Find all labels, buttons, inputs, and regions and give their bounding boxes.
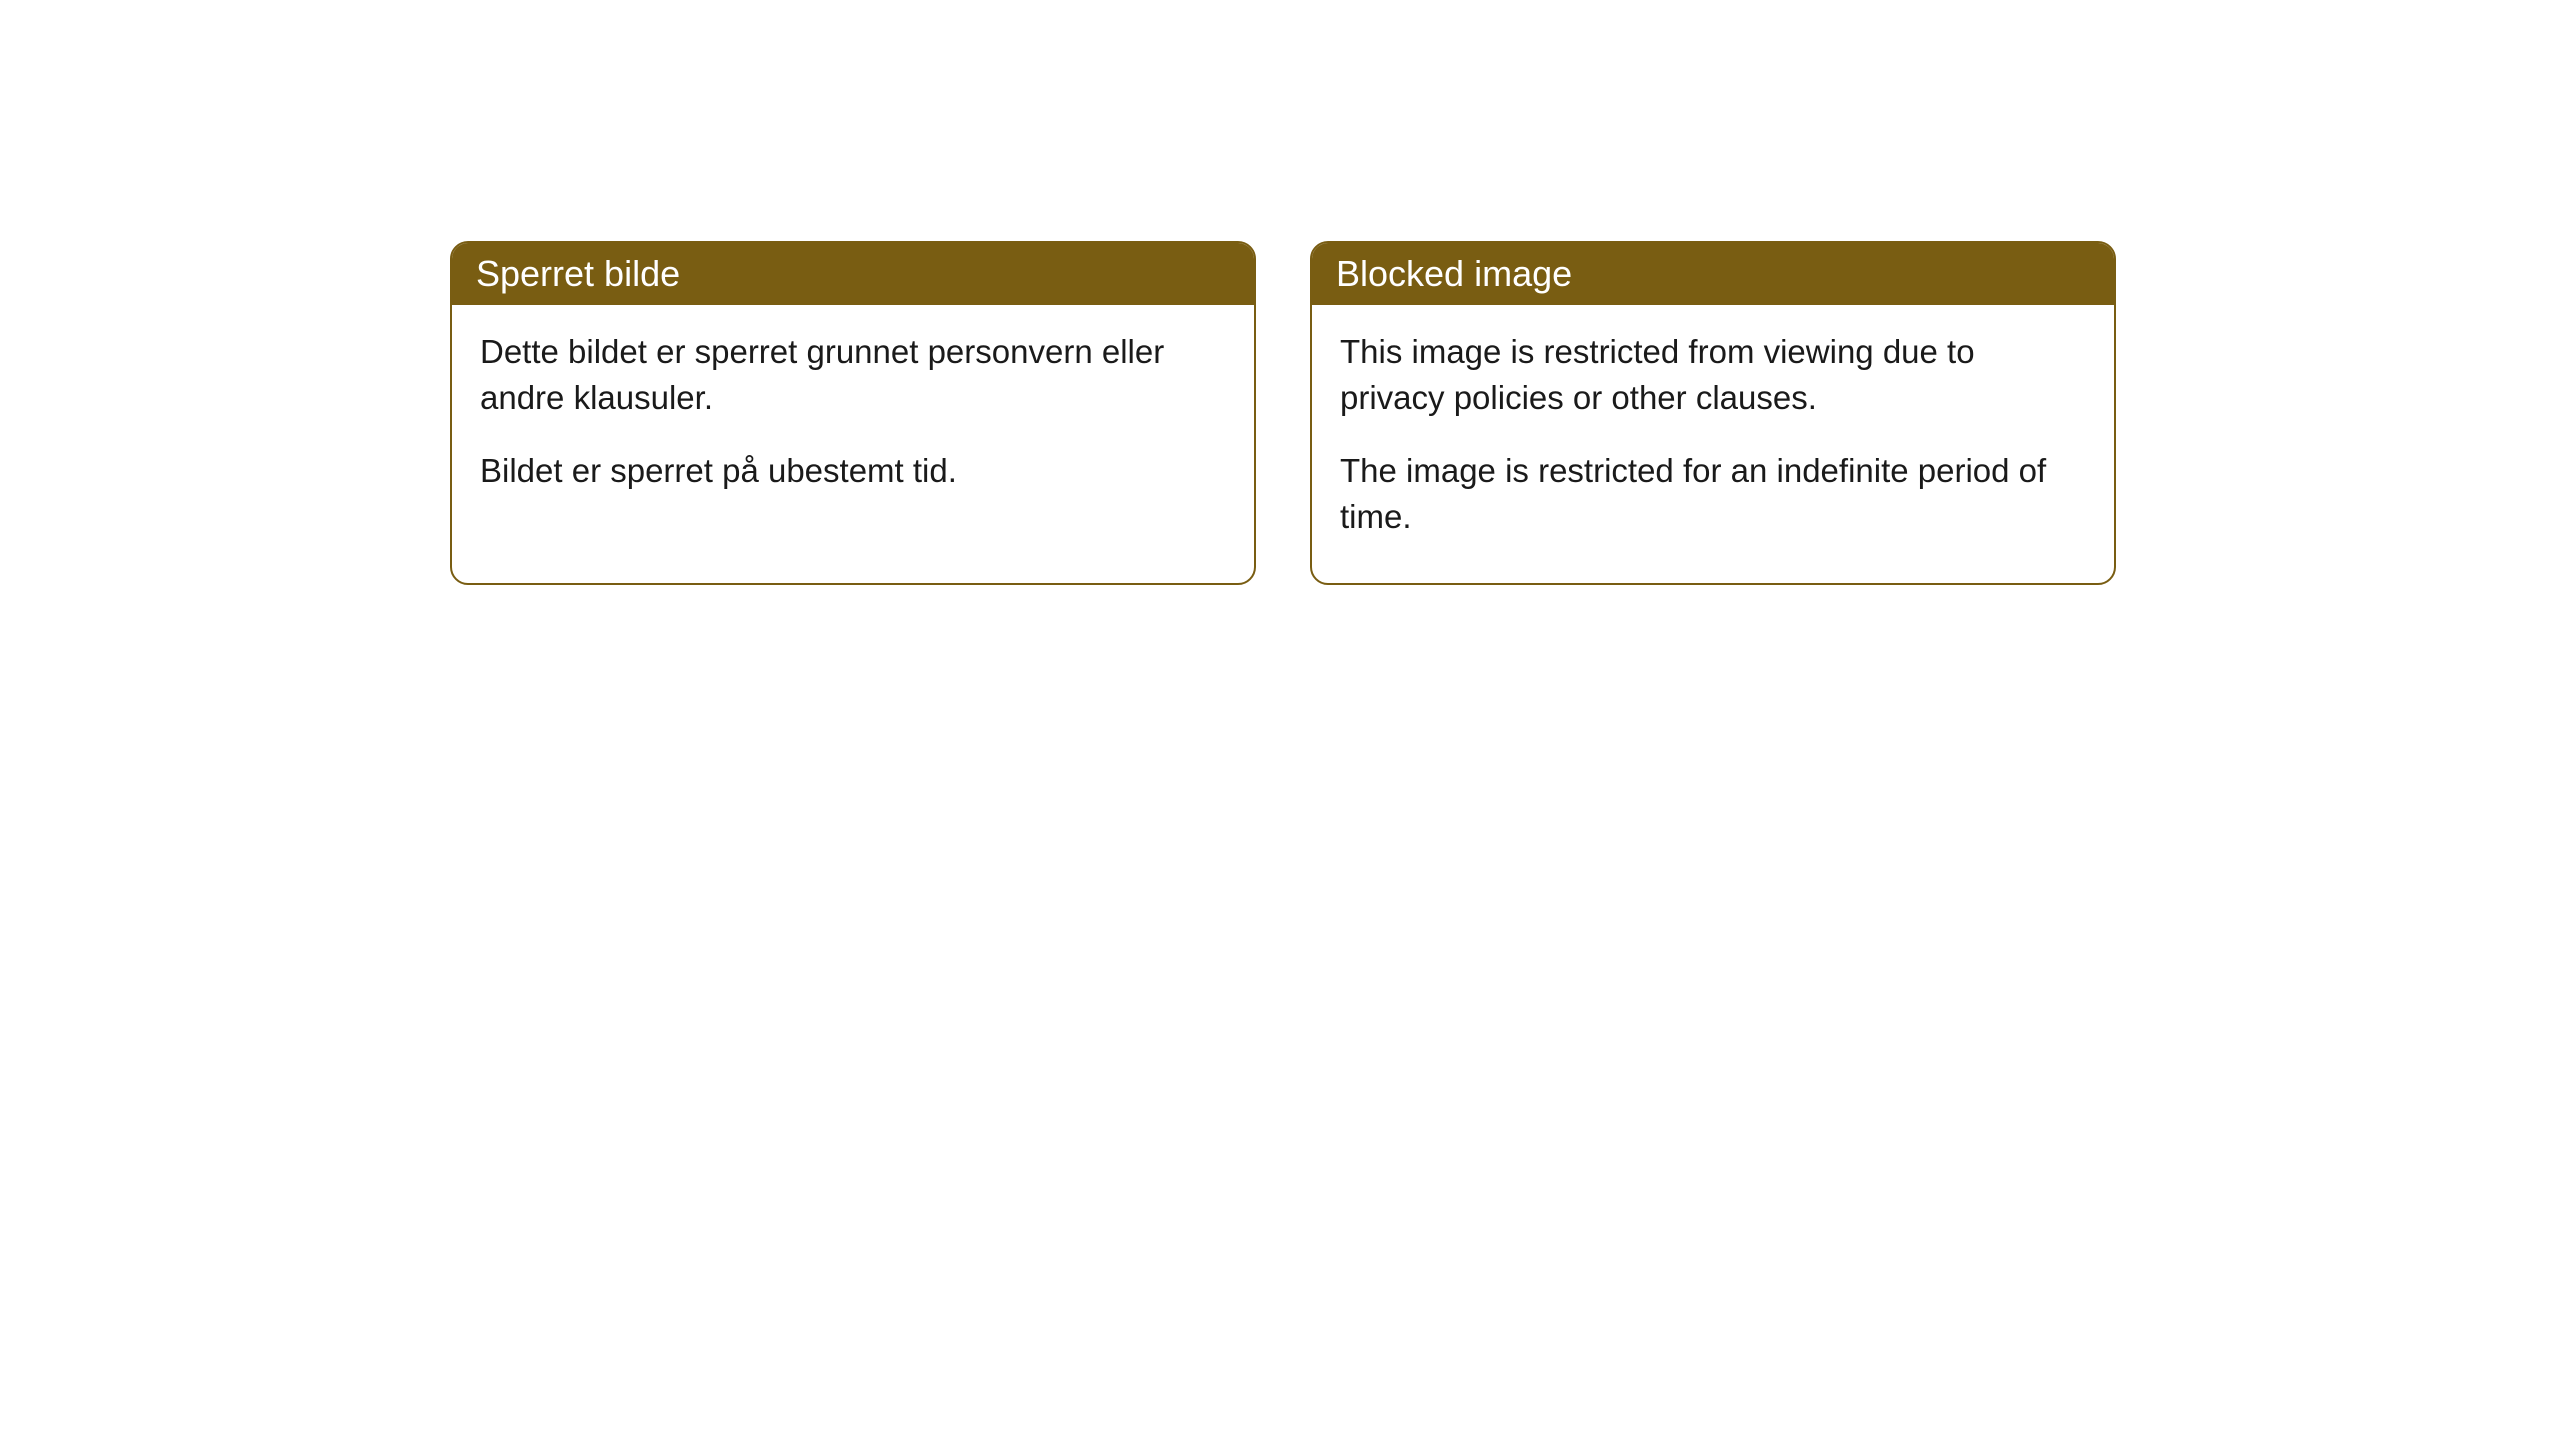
- card-paragraph: Bildet er sperret på ubestemt tid.: [480, 448, 1226, 494]
- card-header-norwegian: Sperret bilde: [452, 243, 1254, 305]
- card-paragraph: The image is restricted for an indefinit…: [1340, 448, 2086, 539]
- card-english: Blocked image This image is restricted f…: [1310, 241, 2116, 585]
- card-body-norwegian: Dette bildet er sperret grunnet personve…: [452, 305, 1254, 538]
- cards-container: Sperret bilde Dette bildet er sperret gr…: [450, 241, 2116, 585]
- card-body-english: This image is restricted from viewing du…: [1312, 305, 2114, 583]
- card-header-english: Blocked image: [1312, 243, 2114, 305]
- card-paragraph: This image is restricted from viewing du…: [1340, 329, 2086, 420]
- card-norwegian: Sperret bilde Dette bildet er sperret gr…: [450, 241, 1256, 585]
- card-paragraph: Dette bildet er sperret grunnet personve…: [480, 329, 1226, 420]
